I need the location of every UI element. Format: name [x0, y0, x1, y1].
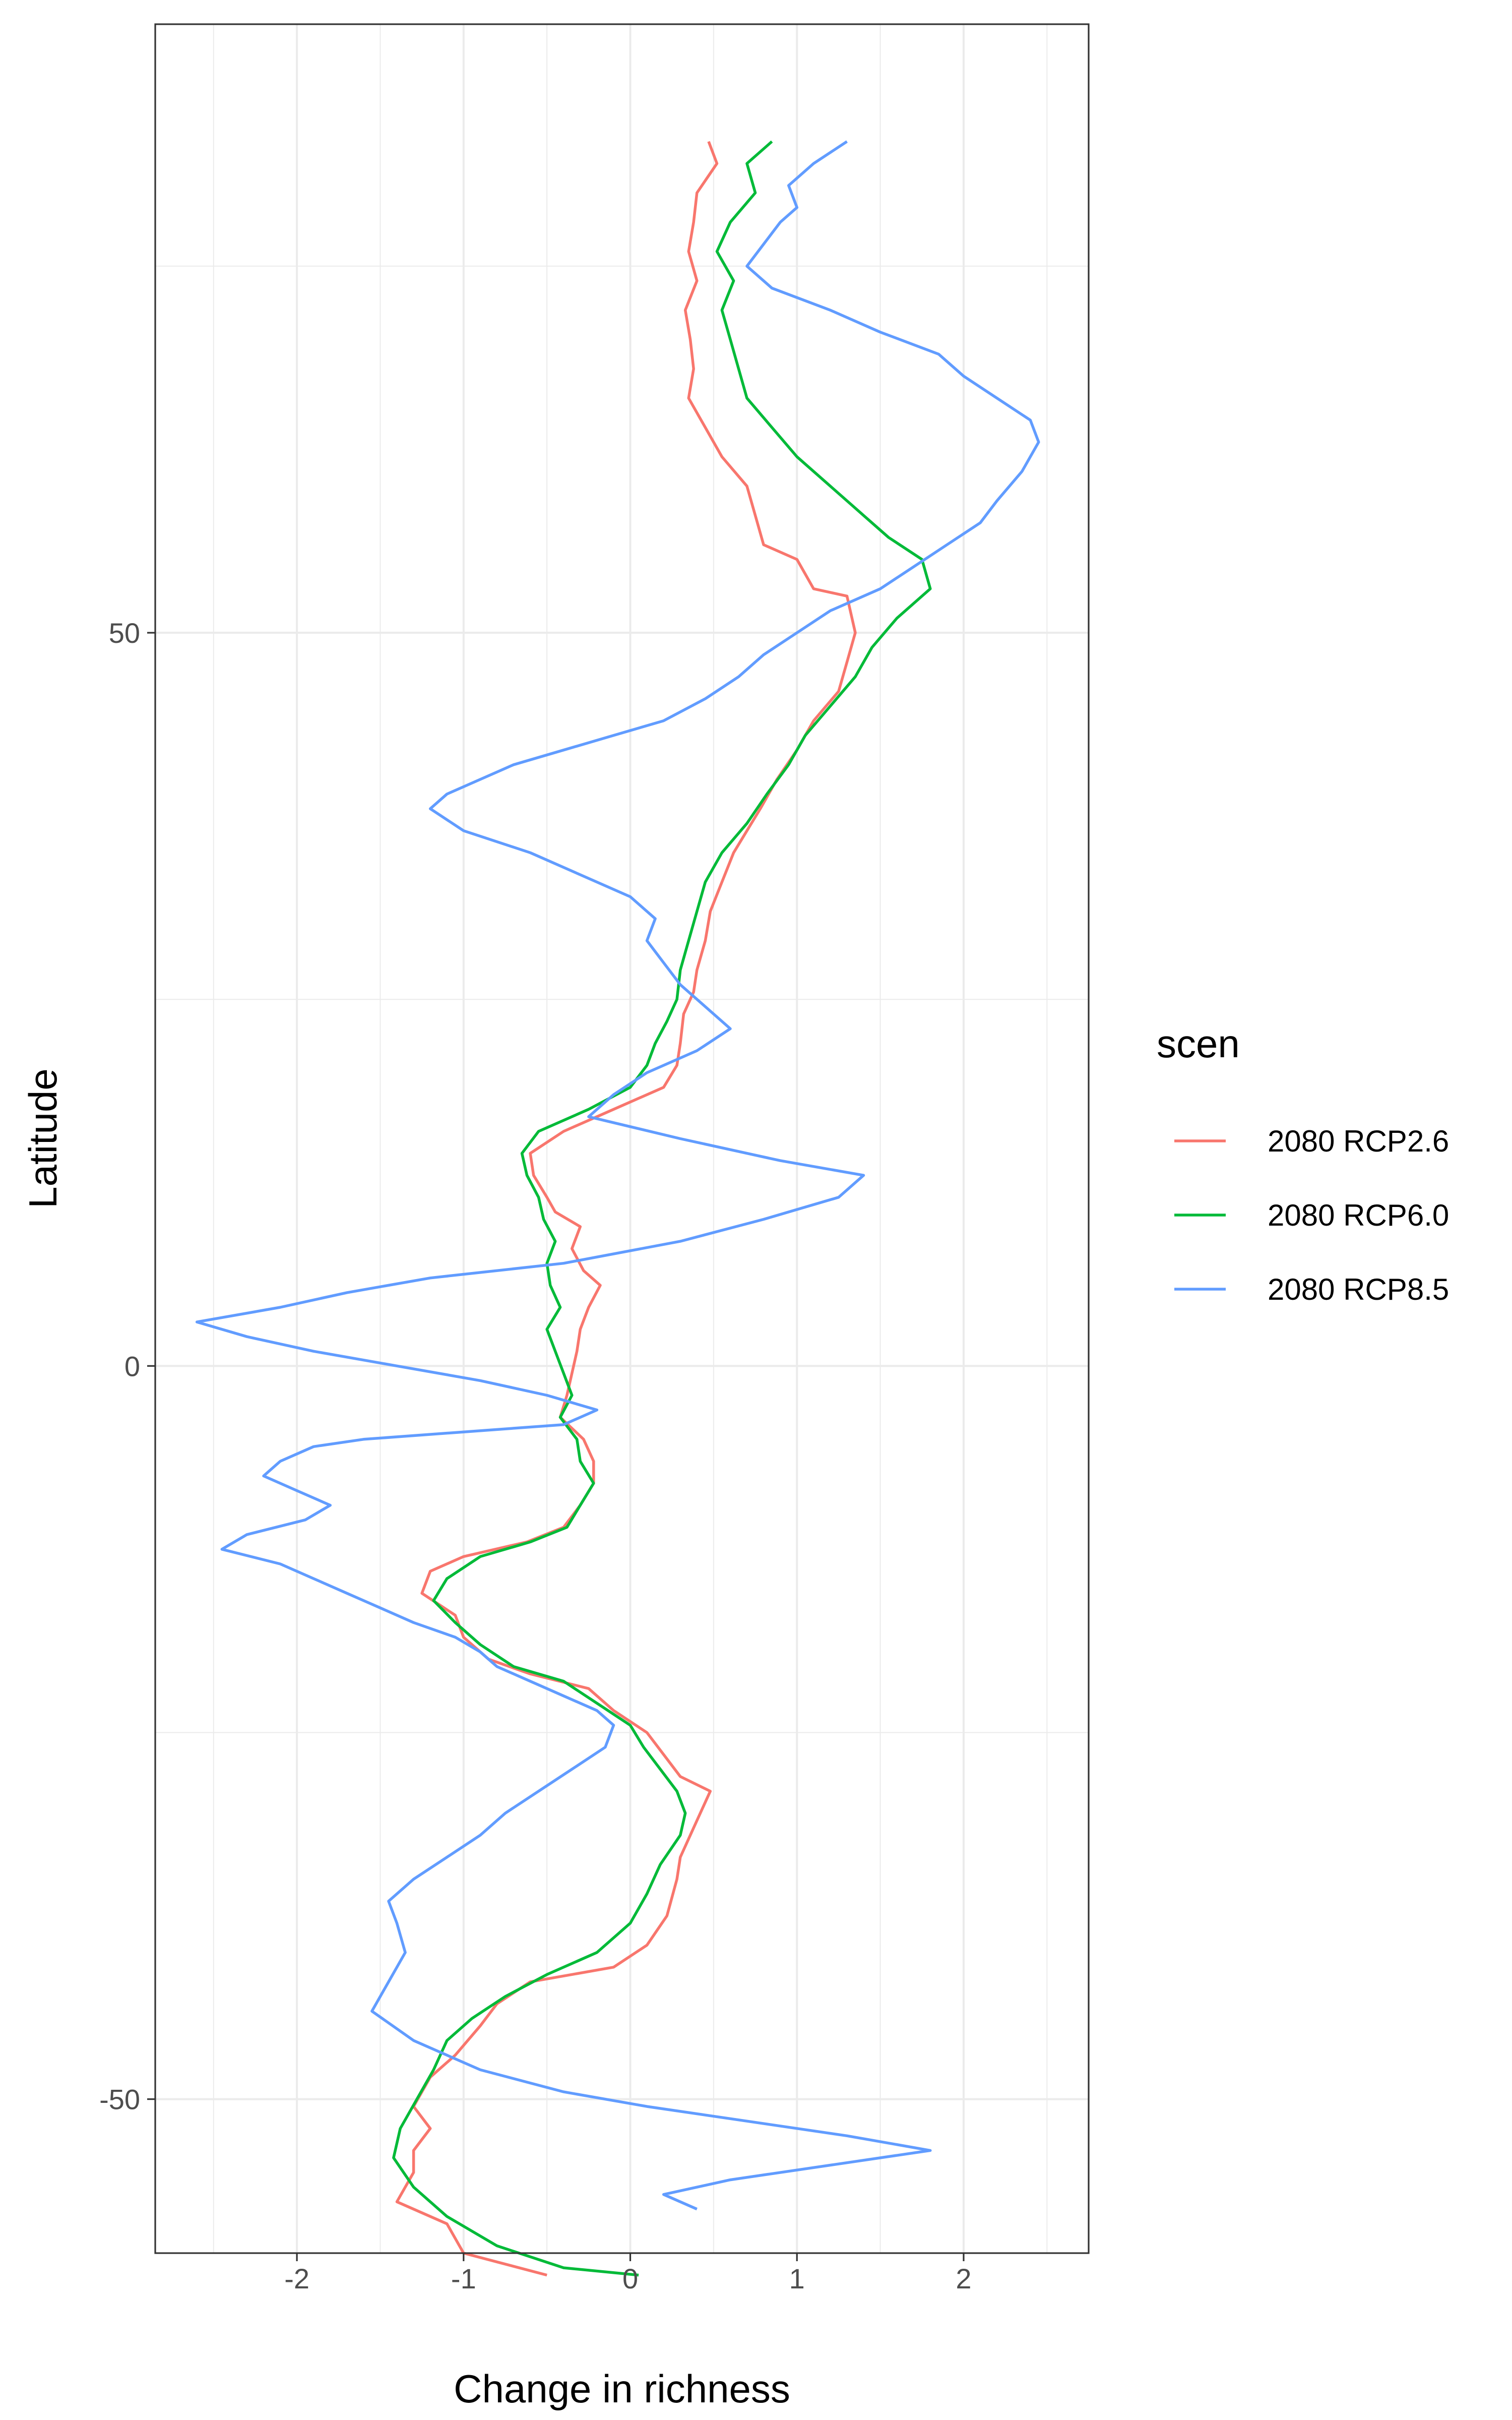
x-tick-label: 0 — [622, 2263, 638, 2294]
x-tick-label: -2 — [284, 2263, 309, 2294]
plot-border — [154, 23, 1090, 2254]
x-tick-label: 2 — [956, 2263, 971, 2294]
legend-label: 2080 RCP6.0 — [1268, 1198, 1449, 1232]
y-axis-title: Latitude — [21, 1068, 65, 1208]
x-tick-label: 1 — [789, 2263, 805, 2294]
x-tick-label: -1 — [451, 2263, 476, 2294]
plot-panel — [155, 24, 1089, 2253]
series-line-2080-rcp6-0 — [392, 140, 932, 2277]
series-line-2080-rcp8-5 — [195, 140, 1040, 2211]
minor-gridlines — [155, 24, 1089, 2253]
x-axis-title: Change in richness — [454, 2367, 790, 2411]
series-line-2080-rcp2-6 — [395, 141, 857, 2277]
legend-title: scen — [1157, 1021, 1240, 1066]
y-tick-label: 0 — [124, 1350, 140, 1382]
y-tick-label: 50 — [109, 617, 140, 649]
major-gridlines — [155, 24, 1089, 2253]
legend: scen 2080 RCP2.6 2080 RCP6.0 2080 RCP8.5 — [1157, 1021, 1449, 1306]
series-lines — [195, 140, 1040, 2277]
x-axis: -2 -1 0 1 2 — [284, 2253, 972, 2294]
y-axis: -50 0 50 — [99, 617, 155, 2115]
legend-label: 2080 RCP8.5 — [1268, 1273, 1449, 1306]
y-tick-label: -50 — [99, 2084, 140, 2115]
legend-label: 2080 RCP2.6 — [1268, 1124, 1449, 1158]
legend-items: 2080 RCP2.6 2080 RCP6.0 2080 RCP8.5 — [1174, 1124, 1449, 1306]
